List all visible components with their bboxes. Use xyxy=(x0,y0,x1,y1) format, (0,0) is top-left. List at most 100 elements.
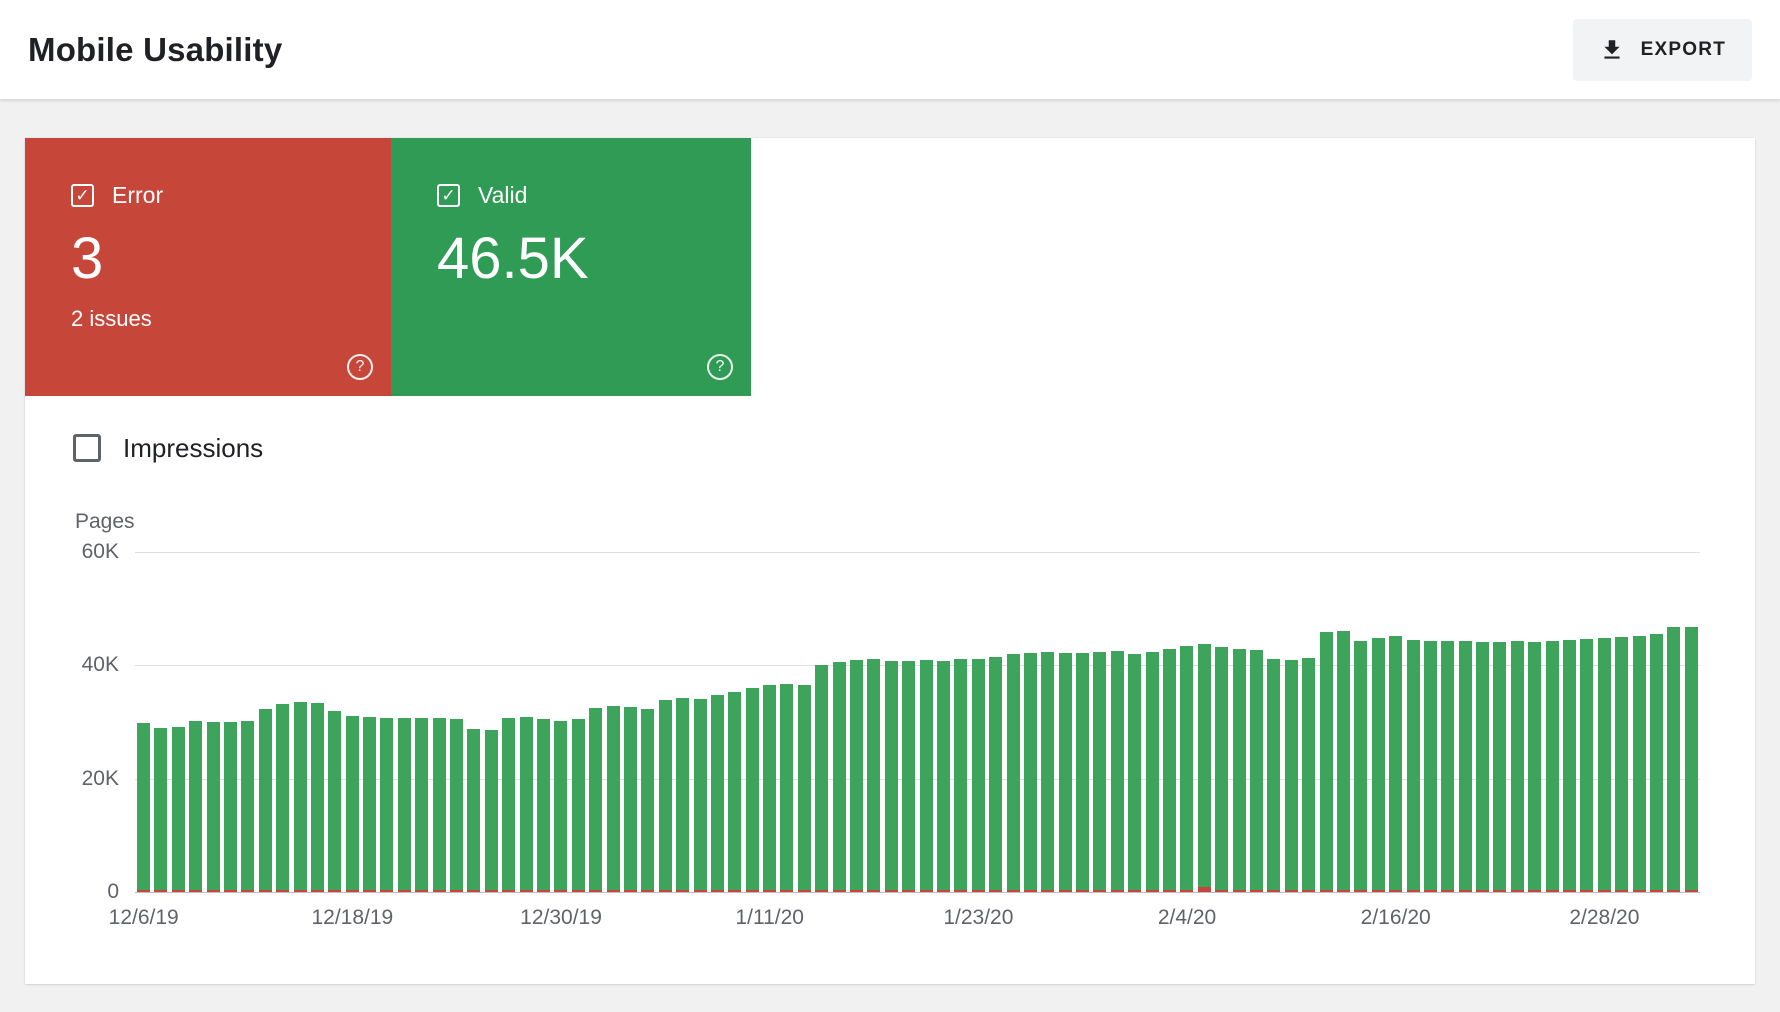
plot-area xyxy=(135,552,1700,893)
checkbox-check-icon: ✓ xyxy=(75,186,90,205)
bars-group xyxy=(137,552,1698,892)
bar xyxy=(1267,658,1281,892)
valid-card-header: ✓ Valid xyxy=(437,182,751,209)
bar xyxy=(780,684,794,892)
status-card-valid[interactable]: ✓ Valid 46.5K ? xyxy=(391,138,751,396)
bar xyxy=(241,720,255,892)
y-tick-label: 40K xyxy=(81,653,119,677)
bar xyxy=(571,718,585,892)
bar xyxy=(1528,641,1542,892)
bar xyxy=(1145,652,1159,892)
bar xyxy=(867,658,881,892)
x-tick-label: 2/28/20 xyxy=(1569,906,1640,929)
bar xyxy=(397,718,411,892)
bar xyxy=(1615,637,1629,892)
bar xyxy=(310,703,324,892)
error-label: Error xyxy=(112,182,164,208)
bar xyxy=(797,684,811,892)
bar xyxy=(1510,641,1524,892)
bar xyxy=(293,701,307,892)
bar xyxy=(589,708,603,892)
bar xyxy=(1476,641,1490,892)
bar xyxy=(137,723,150,892)
valid-label: Valid xyxy=(478,182,528,208)
bar xyxy=(328,710,342,892)
page-header: Mobile Usability EXPORT xyxy=(0,0,1780,100)
bar xyxy=(519,716,533,892)
bar xyxy=(1093,652,1107,892)
bar xyxy=(1389,636,1403,892)
impressions-checkbox[interactable] xyxy=(73,434,101,462)
bar xyxy=(919,659,933,892)
bar xyxy=(606,706,620,892)
bar xyxy=(1493,642,1507,892)
bar xyxy=(850,659,864,892)
error-help-icon[interactable]: ? xyxy=(347,354,373,380)
x-tick-label: 12/18/19 xyxy=(311,906,394,929)
question-mark-glyph: ? xyxy=(355,358,365,375)
x-tick-label: 1/23/20 xyxy=(943,906,1014,929)
bar xyxy=(676,697,690,892)
bar xyxy=(1563,640,1577,892)
bar xyxy=(1284,659,1298,892)
y-tick-label: 0 xyxy=(107,880,119,903)
bar xyxy=(658,699,672,892)
export-button[interactable]: EXPORT xyxy=(1572,18,1752,81)
bar xyxy=(1110,651,1124,892)
bar xyxy=(971,658,985,892)
bar xyxy=(276,703,290,892)
bar xyxy=(832,661,846,892)
chart-body: 60K 40K 20K 0 xyxy=(65,540,1700,903)
error-issues-count: 2 issues xyxy=(71,305,152,331)
bar xyxy=(1076,652,1090,892)
bar xyxy=(1336,630,1350,892)
bar xyxy=(380,717,394,892)
bar xyxy=(763,685,777,892)
bar xyxy=(484,730,498,892)
bar xyxy=(1232,649,1246,892)
bar xyxy=(415,717,429,892)
bar xyxy=(1441,640,1455,892)
bar xyxy=(989,656,1003,892)
download-icon xyxy=(1599,37,1625,63)
bar xyxy=(1163,648,1177,892)
question-mark-glyph: ? xyxy=(715,358,725,375)
bar xyxy=(902,661,916,892)
bar xyxy=(936,660,950,892)
bar xyxy=(1197,644,1211,892)
bar xyxy=(363,717,377,892)
gridline xyxy=(135,552,1700,553)
valid-value: 46.5K xyxy=(437,226,589,291)
bar xyxy=(432,718,446,892)
bar xyxy=(1319,631,1333,892)
bar xyxy=(1406,639,1420,892)
bar xyxy=(693,698,707,892)
bar xyxy=(884,660,898,892)
bar xyxy=(1580,639,1594,892)
valid-checkbox[interactable]: ✓ xyxy=(437,184,460,207)
bar xyxy=(1458,641,1472,892)
impressions-toggle[interactable]: Impressions xyxy=(73,430,1755,466)
bar xyxy=(1250,649,1263,892)
error-checkbox[interactable]: ✓ xyxy=(71,184,94,207)
y-axis: 60K 40K 20K 0 xyxy=(65,540,135,903)
y-tick-label: 60K xyxy=(81,540,119,563)
bar xyxy=(554,720,568,892)
pages-chart: Pages 60K 40K 20K 0 12/6/19 12/18/19 12/30/19… xyxy=(65,510,1700,938)
bar xyxy=(206,722,220,892)
gridline xyxy=(135,892,1700,893)
bar xyxy=(745,687,759,892)
bar xyxy=(1302,657,1316,892)
x-tick-label: 2/4/20 xyxy=(1157,906,1217,929)
bar xyxy=(623,707,637,892)
valid-help-icon[interactable]: ? xyxy=(707,354,733,380)
bar xyxy=(1058,653,1072,892)
y-tick-label: 20K xyxy=(81,766,119,790)
bar xyxy=(710,695,724,892)
bar xyxy=(1649,634,1663,892)
bar xyxy=(1597,638,1611,892)
bar xyxy=(223,721,237,892)
status-card-error[interactable]: ✓ Error 3 2 issues ? xyxy=(25,138,391,396)
error-card-header: ✓ Error xyxy=(71,182,391,209)
bar xyxy=(1023,652,1037,892)
